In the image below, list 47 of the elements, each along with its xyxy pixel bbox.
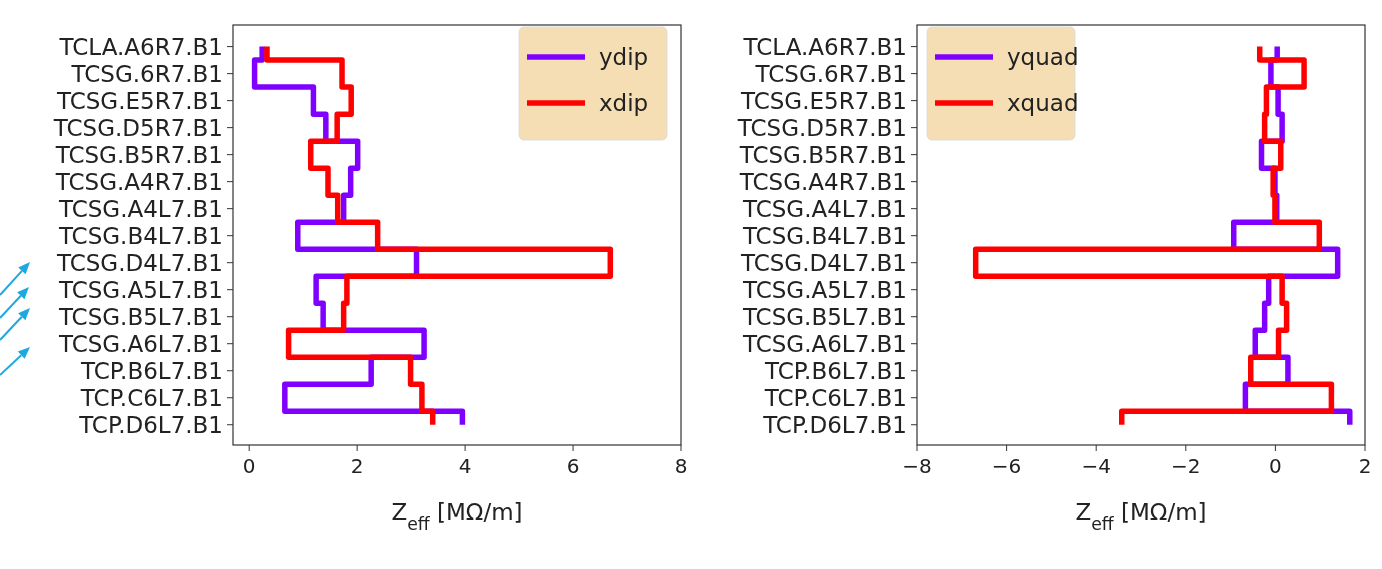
x-tick-label: −4 xyxy=(1081,454,1111,478)
y-tick-label: TCSG.A6L7.B1 xyxy=(57,330,223,357)
y-tick-label: TCSG.E5R7.B1 xyxy=(56,87,223,114)
y-tick-label: TCP.D6L7.B1 xyxy=(78,411,223,438)
y-tick-label: TCSG.D4L7.B1 xyxy=(739,249,907,276)
y-tick-label: TCSG.A5L7.B1 xyxy=(741,276,907,303)
legend-label: ydip xyxy=(599,44,649,71)
y-tick-label: TCSG.A5L7.B1 xyxy=(57,276,223,303)
y-tick-label: TCSG.B5L7.B1 xyxy=(57,303,223,330)
y-tick-label: TCSG.B4L7.B1 xyxy=(741,222,907,249)
y-tick-label: TCP.B6L7.B1 xyxy=(80,357,223,384)
y-tick-label: TCSG.E5R7.B1 xyxy=(740,87,907,114)
x-axis-title: Z$_{eff}$ [MΩ/m] xyxy=(1075,499,1207,534)
y-tick-label: TCSG.B5R7.B1 xyxy=(738,141,907,168)
legend-label: xdip xyxy=(599,90,649,117)
y-tick-label: TCSG.B5R7.B1 xyxy=(54,141,223,168)
x-tick-label: 0 xyxy=(242,454,256,478)
x-tick-label: −8 xyxy=(902,454,932,478)
y-tick-label: TCSG.A4R7.B1 xyxy=(738,168,907,195)
y-tick-label: TCLA.A6R7.B1 xyxy=(58,33,223,60)
y-tick-label: TCSG.A4R7.B1 xyxy=(54,168,223,195)
x-tick-label: 6 xyxy=(566,454,580,478)
y-tick-label: TCP.C6L7.B1 xyxy=(763,384,907,411)
x-tick-label: 0 xyxy=(1269,454,1282,478)
x-tick-label: 4 xyxy=(458,454,472,478)
y-tick-label: TCSG.D4L7.B1 xyxy=(55,249,223,276)
y-tick-label: TCSG.A4L7.B1 xyxy=(57,195,223,222)
y-tick-label: TCP.D6L7.B1 xyxy=(762,411,907,438)
y-tick-label: TCSG.A6L7.B1 xyxy=(741,330,907,357)
y-tick-label: TCSG.6R7.B1 xyxy=(754,60,907,87)
y-tick-label: TCSG.A4L7.B1 xyxy=(741,195,907,222)
y-tick-label: TCP.B6L7.B1 xyxy=(764,357,907,384)
y-tick-label: TCP.C6L7.B1 xyxy=(79,384,223,411)
x-tick-label: 2 xyxy=(1358,454,1372,478)
y-tick-label: TCSG.D5R7.B1 xyxy=(736,114,907,141)
x-axis-title: Z$_{eff}$ [MΩ/m] xyxy=(391,499,523,534)
y-tick-label: TCSG.B5L7.B1 xyxy=(741,303,907,330)
y-tick-label: TCSG.B4L7.B1 xyxy=(57,222,223,249)
y-tick-label: TCSG.D5R7.B1 xyxy=(52,114,223,141)
y-tick-label: TCSG.6R7.B1 xyxy=(70,60,223,87)
legend-label: xquad xyxy=(1007,90,1079,117)
legend-label: yquad xyxy=(1007,44,1079,71)
x-tick-label: 8 xyxy=(674,454,688,478)
x-tick-label: −2 xyxy=(1171,454,1201,478)
x-tick-label: −6 xyxy=(991,454,1022,478)
y-tick-label: TCLA.A6R7.B1 xyxy=(742,33,907,60)
x-tick-label: 2 xyxy=(350,454,364,478)
